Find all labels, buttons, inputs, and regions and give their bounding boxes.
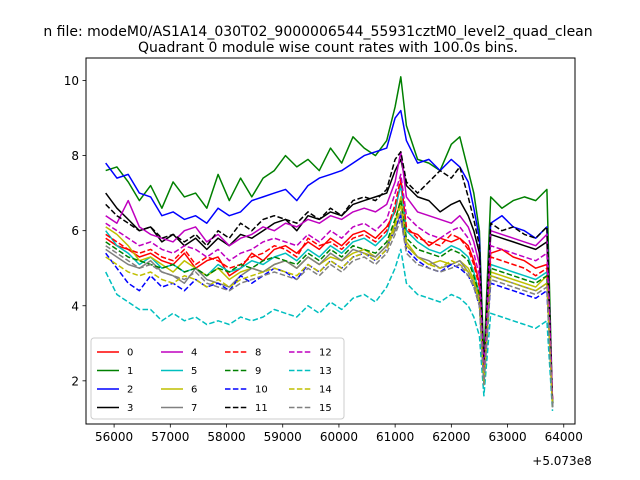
y-tick-label: 2 (71, 374, 79, 388)
figure-suptitle: n file: modeM0/AS1A14_030T02_9000006544_… (43, 24, 592, 40)
legend-label-11: 11 (255, 403, 268, 414)
legend-label-14: 14 (319, 385, 332, 396)
x-tick-label: 61000 (376, 430, 414, 444)
x-tick-label: 59000 (264, 430, 302, 444)
y-tick-label: 10 (64, 74, 79, 88)
series-line-14 (105, 203, 554, 408)
y-axis: 2 4 6 8 10 (64, 74, 86, 388)
series-line-13 (105, 248, 554, 411)
legend-label-10: 10 (255, 385, 268, 396)
legend-label-2: 2 (127, 385, 133, 396)
legend-label-5: 5 (191, 366, 197, 377)
series-line-9 (105, 199, 554, 404)
legend-label-12: 12 (319, 348, 332, 359)
x-tick-label: 56000 (95, 430, 133, 444)
y-tick-label: 6 (71, 224, 79, 238)
x-tick-label: 57000 (151, 430, 189, 444)
legend-box (90, 337, 345, 420)
legend-label-13: 13 (319, 366, 332, 377)
chart-title: Quadrant 0 module wise count rates with … (138, 40, 518, 56)
legend-label-0: 0 (127, 348, 133, 359)
series-line-12 (105, 173, 554, 400)
x-tick-label: 62000 (432, 430, 470, 444)
legend-label-6: 6 (191, 385, 197, 396)
x-tick-label: 60000 (320, 430, 358, 444)
series-line-15 (105, 218, 554, 408)
x-tick-label: 58000 (207, 430, 245, 444)
series-layer (105, 76, 554, 411)
legend-label-4: 4 (191, 348, 197, 359)
legend-label-9: 9 (255, 366, 261, 377)
legend-label-1: 1 (127, 366, 133, 377)
y-tick-label: 8 (71, 149, 79, 163)
x-tick-label: 64000 (545, 430, 583, 444)
legend-label-7: 7 (191, 403, 197, 414)
x-axis-offset-label: +5.073e8 (532, 454, 591, 468)
legend-label-15: 15 (319, 403, 332, 414)
legend-label-3: 3 (127, 403, 133, 414)
plot-frame (85, 57, 576, 425)
y-tick-label: 4 (71, 299, 79, 313)
legend-label-8: 8 (255, 348, 261, 359)
x-axis: 56000 57000 58000 59000 60000 61000 62000 63000… (95, 424, 583, 444)
x-tick-label: 63000 (488, 430, 526, 444)
